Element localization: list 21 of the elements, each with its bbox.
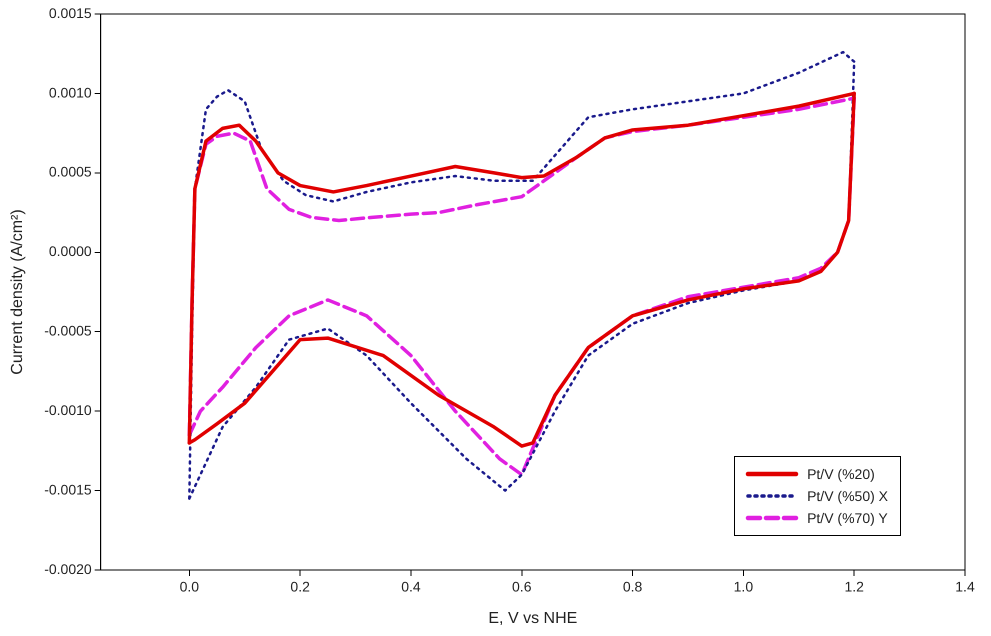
legend-label: Pt/V (%50) X [807, 488, 888, 504]
y-tick-label: 0.0000 [48, 243, 92, 260]
y-tick-label: 0.0015 [48, 4, 92, 21]
x-tick-label: 0.8 [622, 578, 643, 594]
y-tick-label: -0.0005 [44, 322, 92, 339]
y-tick-label: -0.0020 [44, 560, 92, 577]
x-axis-title: E, V vs NHE [488, 610, 578, 627]
x-tick-label: 0.6 [512, 578, 532, 594]
x-tick-label: 1.4 [955, 578, 975, 594]
y-axis-title: Current density (A/cm²) [9, 209, 26, 375]
x-tick-label: 0.0 [180, 578, 200, 594]
y-tick-label: 0.0005 [48, 164, 92, 180]
y-tick-label: 0.0010 [48, 84, 92, 100]
x-tick-label: 1.0 [734, 578, 754, 594]
legend-label: Pt/V (%20) [807, 466, 875, 482]
x-tick-label: 0.2 [290, 578, 310, 594]
y-tick-label: -0.0010 [44, 402, 92, 418]
legend-label: Pt/V (%70) Y [807, 510, 888, 526]
x-tick-label: 1.2 [844, 578, 864, 594]
y-tick-label: -0.0015 [44, 481, 92, 498]
x-tick-label: 0.4 [401, 578, 421, 594]
